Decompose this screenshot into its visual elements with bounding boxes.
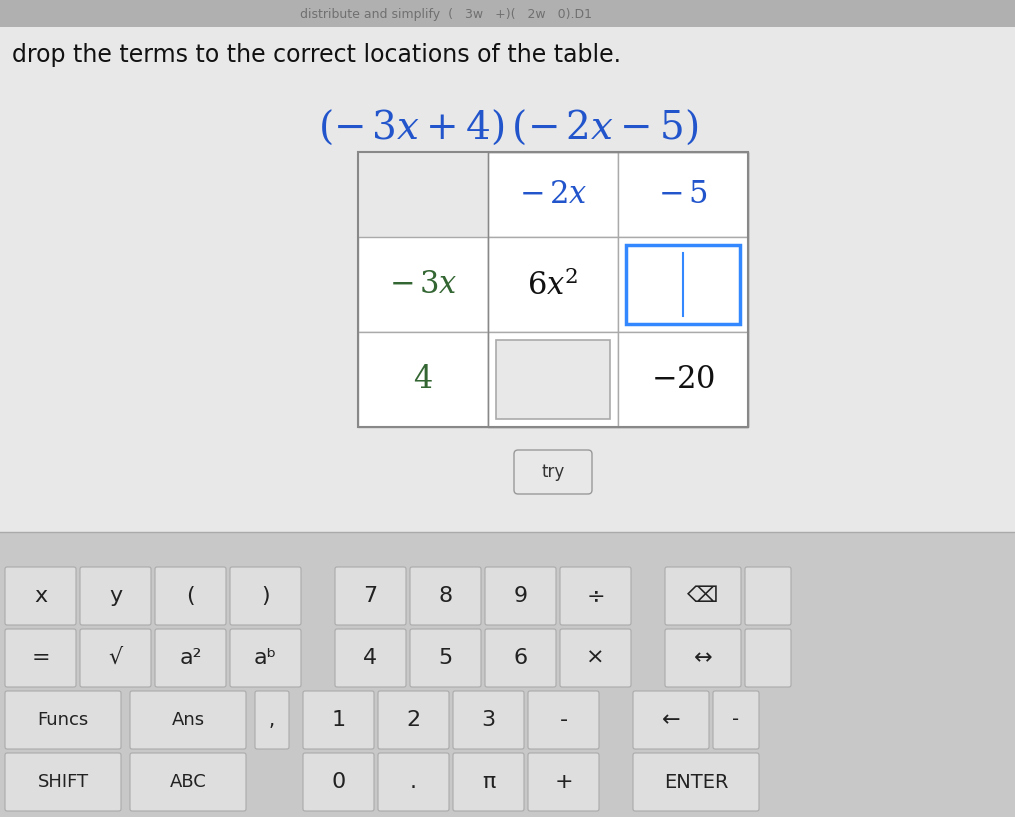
- Text: π: π: [482, 772, 495, 792]
- Bar: [358, 332, 488, 427]
- Bar: [0, 532, 1015, 817]
- Bar: [488, 152, 618, 237]
- Text: 4: 4: [363, 648, 378, 668]
- Text: ABC: ABC: [170, 773, 206, 791]
- Text: distribute and simplify  (   3w   +)(   2w   0).D1: distribute and simplify ( 3w +)( 2w 0).D…: [300, 7, 592, 20]
- Text: ×: ×: [587, 648, 605, 668]
- FancyBboxPatch shape: [5, 567, 76, 625]
- FancyBboxPatch shape: [713, 691, 759, 749]
- Bar: [618, 237, 748, 332]
- Text: 1: 1: [332, 710, 345, 730]
- Text: Ans: Ans: [172, 711, 205, 729]
- Text: $-\,5$: $-\,5$: [659, 180, 707, 209]
- Text: $-\,2x$: $-\,2x$: [519, 180, 588, 209]
- FancyBboxPatch shape: [378, 753, 449, 811]
- FancyBboxPatch shape: [80, 567, 151, 625]
- Bar: [358, 237, 488, 332]
- FancyBboxPatch shape: [130, 691, 246, 749]
- FancyBboxPatch shape: [303, 691, 374, 749]
- Text: $6x^2$: $6x^2$: [527, 269, 579, 301]
- Text: 9: 9: [514, 586, 528, 606]
- Text: $-\,3x$: $-\,3x$: [389, 270, 458, 299]
- Text: ←: ←: [662, 710, 680, 730]
- Text: $(-\,3x+4)\,(-\,2x-5)$: $(-\,3x+4)\,(-\,2x-5)$: [318, 107, 698, 146]
- FancyBboxPatch shape: [633, 753, 759, 811]
- FancyBboxPatch shape: [665, 567, 741, 625]
- Bar: [488, 332, 618, 427]
- FancyBboxPatch shape: [528, 691, 599, 749]
- Text: Funcs: Funcs: [38, 711, 88, 729]
- FancyBboxPatch shape: [514, 450, 592, 494]
- Text: ↔: ↔: [693, 648, 713, 668]
- FancyBboxPatch shape: [453, 753, 524, 811]
- Text: 7: 7: [363, 586, 378, 606]
- Text: ): ): [261, 586, 270, 606]
- Text: 5: 5: [438, 648, 453, 668]
- Bar: [618, 332, 748, 427]
- Text: y: y: [109, 586, 122, 606]
- Text: 8: 8: [438, 586, 453, 606]
- Text: 6: 6: [514, 648, 528, 668]
- Text: ⌫: ⌫: [687, 586, 719, 606]
- Text: ENTER: ENTER: [664, 773, 728, 792]
- Bar: [358, 152, 748, 427]
- FancyBboxPatch shape: [378, 691, 449, 749]
- FancyBboxPatch shape: [528, 753, 599, 811]
- FancyBboxPatch shape: [745, 567, 791, 625]
- FancyBboxPatch shape: [335, 629, 406, 687]
- FancyBboxPatch shape: [453, 691, 524, 749]
- Text: ,: ,: [269, 711, 275, 730]
- FancyBboxPatch shape: [560, 567, 631, 625]
- Text: aᵇ: aᵇ: [254, 648, 277, 668]
- Bar: [488, 152, 748, 427]
- Text: x: x: [33, 586, 47, 606]
- FancyBboxPatch shape: [665, 629, 741, 687]
- FancyBboxPatch shape: [485, 567, 556, 625]
- FancyBboxPatch shape: [485, 629, 556, 687]
- FancyBboxPatch shape: [255, 691, 289, 749]
- Text: -: -: [559, 710, 567, 730]
- FancyBboxPatch shape: [335, 567, 406, 625]
- FancyBboxPatch shape: [155, 629, 226, 687]
- FancyBboxPatch shape: [633, 691, 709, 749]
- Text: -: -: [733, 711, 740, 730]
- Text: 3: 3: [481, 710, 495, 730]
- Text: 2: 2: [406, 710, 420, 730]
- Text: .: .: [410, 772, 417, 792]
- FancyBboxPatch shape: [230, 567, 301, 625]
- FancyBboxPatch shape: [5, 629, 76, 687]
- Text: $-20$: $-20$: [651, 365, 716, 394]
- Text: $4$: $4$: [413, 365, 432, 394]
- FancyBboxPatch shape: [5, 753, 121, 811]
- Text: drop the terms to the correct locations of the table.: drop the terms to the correct locations …: [12, 43, 621, 67]
- Text: =: =: [31, 648, 50, 668]
- FancyBboxPatch shape: [130, 753, 246, 811]
- Bar: [488, 237, 618, 332]
- Bar: [0, 0, 1015, 27]
- Bar: [496, 340, 610, 419]
- Text: SHIFT: SHIFT: [38, 773, 88, 791]
- Bar: [626, 245, 740, 324]
- FancyBboxPatch shape: [155, 567, 226, 625]
- Text: √: √: [109, 648, 123, 668]
- Text: try: try: [541, 463, 564, 481]
- Bar: [618, 152, 748, 237]
- FancyBboxPatch shape: [80, 629, 151, 687]
- FancyBboxPatch shape: [745, 629, 791, 687]
- FancyBboxPatch shape: [303, 753, 374, 811]
- FancyBboxPatch shape: [5, 691, 121, 749]
- Text: ÷: ÷: [587, 586, 605, 606]
- Text: (: (: [186, 586, 195, 606]
- Text: a²: a²: [180, 648, 202, 668]
- FancyBboxPatch shape: [410, 567, 481, 625]
- Text: +: +: [554, 772, 572, 792]
- FancyBboxPatch shape: [410, 629, 481, 687]
- Text: 0: 0: [331, 772, 346, 792]
- FancyBboxPatch shape: [230, 629, 301, 687]
- FancyBboxPatch shape: [560, 629, 631, 687]
